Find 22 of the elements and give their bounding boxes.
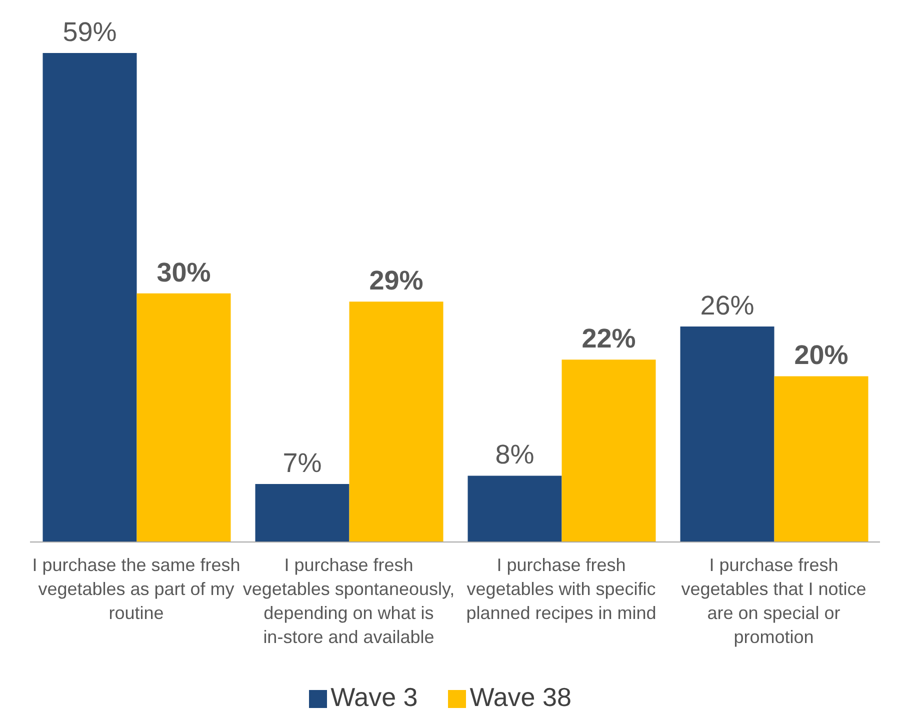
bar (680, 326, 774, 542)
data-label: 7% (282, 448, 322, 478)
bar (255, 484, 350, 542)
x-tick-label: I purchase fresh vegetables that I notice are on special or promotion (681, 554, 866, 647)
x-tick-label: I purchase fresh vegetables spontaneously, depending on what is in-store and available (242, 554, 455, 647)
data-label: 26% (700, 290, 754, 321)
data-label: 59% (62, 17, 117, 47)
bar (562, 360, 656, 542)
bar (136, 293, 231, 542)
legend-label: Wave 3 (330, 682, 418, 712)
x-tick-label: I purchase fresh vegetables with specific planned recipes in mind (466, 554, 656, 623)
data-label: 30% (156, 257, 211, 288)
bar (468, 476, 562, 542)
bar (42, 53, 137, 542)
data-label: 8% (495, 440, 534, 470)
data-label: 29% (369, 266, 424, 296)
x-tick-label: I purchase the same fresh vegetables as part of my routine (32, 554, 240, 623)
bar (774, 376, 868, 542)
data-label: 20% (794, 340, 848, 370)
data-label: 22% (582, 324, 636, 354)
bar (349, 302, 444, 542)
legend-label: Wave 38 (470, 682, 572, 712)
